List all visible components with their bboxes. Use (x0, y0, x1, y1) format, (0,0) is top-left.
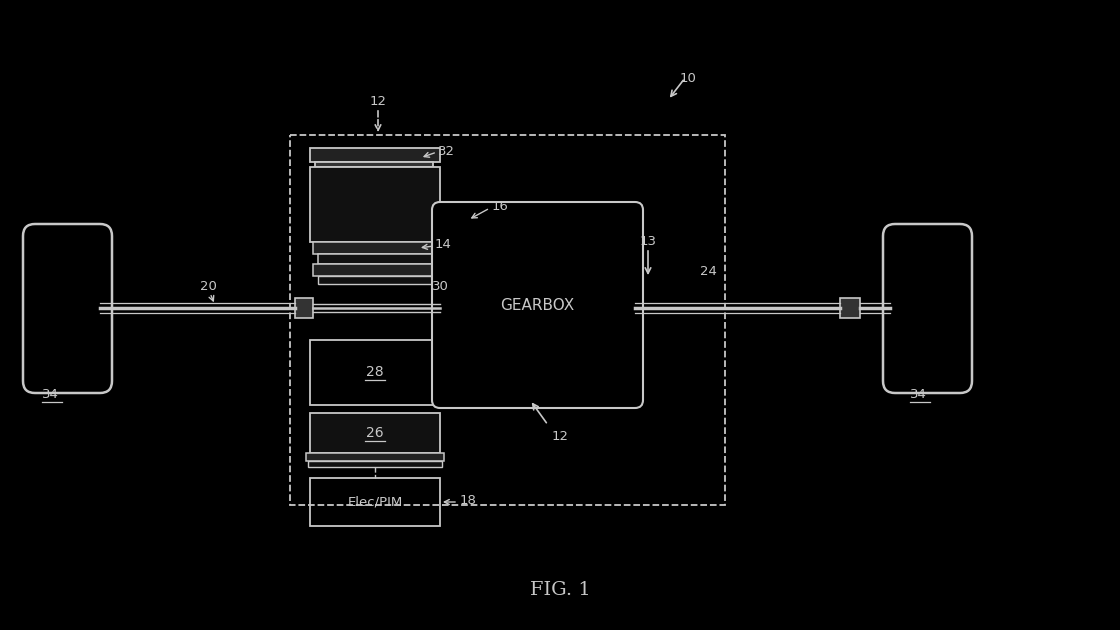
Bar (318, 254, 432, 264)
Bar (318, 276, 432, 284)
Text: Elec/PIM: Elec/PIM (347, 496, 402, 508)
Text: 34: 34 (43, 388, 59, 401)
Bar (308, 461, 442, 467)
Text: 18: 18 (460, 494, 477, 507)
Bar (295, 298, 312, 318)
Text: 20: 20 (200, 280, 217, 293)
Bar (310, 148, 440, 162)
Text: 10: 10 (680, 72, 697, 85)
Text: 13: 13 (640, 235, 657, 248)
Bar (312, 264, 437, 276)
Bar (290, 135, 725, 505)
Text: 28: 28 (366, 365, 384, 379)
Text: 34: 34 (909, 388, 927, 401)
Bar (310, 478, 440, 526)
FancyBboxPatch shape (883, 224, 972, 393)
Text: 12: 12 (552, 430, 569, 443)
Text: FIG. 1: FIG. 1 (530, 581, 590, 599)
Bar (306, 453, 444, 461)
FancyBboxPatch shape (432, 202, 643, 408)
Bar (310, 340, 440, 405)
Text: 16: 16 (492, 200, 508, 213)
Bar (310, 413, 440, 453)
Bar (310, 167, 440, 242)
Text: 12: 12 (370, 95, 388, 108)
Text: 30: 30 (432, 280, 449, 293)
Text: 26: 26 (366, 426, 384, 440)
Text: 14: 14 (435, 238, 451, 251)
Text: GEARBOX: GEARBOX (501, 297, 575, 312)
Bar (315, 162, 433, 167)
Text: 32: 32 (438, 145, 455, 158)
FancyBboxPatch shape (24, 224, 112, 393)
Bar (312, 242, 437, 254)
Text: 24: 24 (700, 265, 717, 278)
Bar (840, 298, 860, 318)
